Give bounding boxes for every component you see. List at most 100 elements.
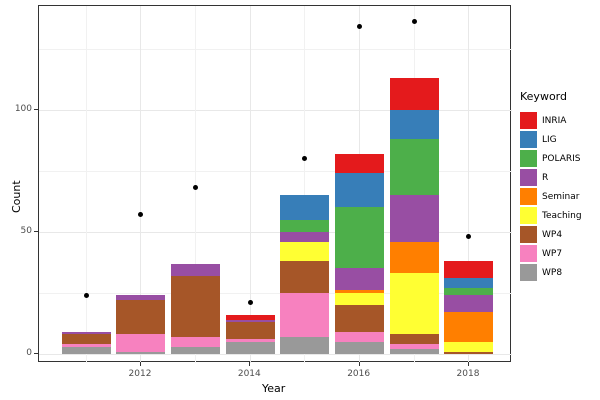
gridline-y-major bbox=[39, 109, 512, 111]
bar-segment-lig bbox=[280, 195, 330, 220]
bar-segment-seminar bbox=[335, 290, 385, 293]
bar-segment-wp8 bbox=[389, 349, 439, 354]
gridline-y-major bbox=[39, 354, 512, 355]
x-tick-mark bbox=[249, 362, 251, 366]
gridline-y-minor bbox=[39, 48, 512, 50]
bar-segment-wp7 bbox=[171, 336, 221, 347]
bar-segment-wp4 bbox=[335, 305, 385, 332]
legend-item-r: R bbox=[520, 168, 598, 187]
legend-label: WP4 bbox=[542, 229, 563, 240]
x-tick-label: 2014 bbox=[237, 369, 261, 379]
legend-label: POLARIS bbox=[542, 153, 581, 164]
bar-segment-wp7 bbox=[61, 344, 111, 347]
bar-segment-r bbox=[389, 195, 439, 242]
bar-segment-inria bbox=[389, 77, 439, 110]
bar-segment-wp7 bbox=[280, 292, 330, 337]
data-point bbox=[247, 300, 253, 306]
bar-segment-wp4 bbox=[225, 322, 275, 340]
x-axis-title: Year bbox=[262, 382, 286, 395]
plot-panel bbox=[38, 5, 512, 363]
bar-segment-polaris bbox=[335, 207, 385, 269]
bar-segment-wp8 bbox=[61, 346, 111, 354]
x-tick-label: 2018 bbox=[456, 369, 480, 379]
legend-key-swatch bbox=[520, 150, 537, 167]
bar-segment-inria bbox=[444, 261, 494, 279]
x-tick-mark bbox=[139, 362, 141, 366]
legend-key-swatch bbox=[520, 226, 537, 243]
bar-segment-teaching bbox=[444, 341, 494, 352]
data-point bbox=[357, 24, 363, 29]
bar-segment-wp4 bbox=[116, 300, 166, 335]
bar-segment-wp4 bbox=[61, 334, 111, 345]
bar-segment-r bbox=[444, 295, 494, 313]
data-point bbox=[138, 212, 144, 218]
bar-segment-wp7 bbox=[389, 344, 439, 350]
gridline-x-minor bbox=[85, 6, 87, 363]
bar-segment-wp7 bbox=[335, 332, 385, 342]
gridline-y-minor bbox=[39, 170, 512, 172]
legend-key-swatch bbox=[520, 264, 537, 281]
bar-segment-wp8 bbox=[116, 351, 166, 354]
legend-label: Seminar bbox=[542, 191, 580, 202]
data-point bbox=[83, 292, 89, 298]
bar-segment-wp8 bbox=[171, 346, 221, 354]
gridline-y-major bbox=[39, 231, 512, 233]
legend-key-swatch bbox=[520, 188, 537, 205]
legend-label: Teaching bbox=[542, 210, 582, 221]
legend-item-wp8: WP8 bbox=[520, 263, 598, 282]
bar-segment-wp7 bbox=[225, 339, 275, 342]
data-point bbox=[302, 155, 308, 161]
legend-item-teaching: Teaching bbox=[520, 206, 598, 225]
bar-segment-polaris bbox=[389, 138, 439, 196]
bar-segment-r bbox=[225, 319, 275, 323]
bar-segment-polaris bbox=[280, 219, 330, 232]
gridline-x-minor bbox=[304, 6, 306, 363]
bar-segment-lig bbox=[444, 278, 494, 288]
bar-segment-r bbox=[116, 295, 166, 301]
y-tick-label: 100 bbox=[14, 103, 32, 114]
y-tick-label: 0 bbox=[26, 348, 32, 358]
bar-segment-lig bbox=[335, 173, 385, 208]
y-axis-title: Count bbox=[10, 180, 23, 213]
bar-segment-wp4 bbox=[171, 275, 221, 337]
legend-label: LIG bbox=[542, 134, 557, 145]
y-tick-mark bbox=[34, 353, 38, 354]
legend-label: INRIA bbox=[542, 115, 567, 126]
legend-item-inria: INRIA bbox=[520, 111, 598, 130]
gridline-x-major bbox=[249, 6, 251, 363]
x-tick-label: 2016 bbox=[347, 369, 371, 379]
bar-segment-seminar bbox=[444, 312, 494, 342]
legend: Keyword INRIA LIG POLARIS R Seminar Teaching W… bbox=[520, 90, 598, 282]
data-point bbox=[193, 185, 199, 191]
gridline-x-minor bbox=[195, 6, 197, 363]
gridline-x-major bbox=[140, 6, 142, 363]
bar-segment-wp4 bbox=[280, 261, 330, 293]
data-point bbox=[411, 19, 417, 25]
gridline-y-minor bbox=[39, 292, 512, 294]
x-tick-mark bbox=[358, 362, 360, 366]
bar-segment-lig bbox=[389, 109, 439, 139]
bar-segment-teaching bbox=[335, 292, 385, 306]
legend-item-polaris: POLARIS bbox=[520, 149, 598, 168]
bar-segment-polaris bbox=[444, 288, 494, 296]
legend-key-swatch bbox=[520, 131, 537, 148]
bar-segment-r bbox=[335, 268, 385, 291]
legend-label: WP8 bbox=[542, 267, 563, 278]
legend-item-wp4: WP4 bbox=[520, 225, 598, 244]
bar-segment-inria bbox=[335, 153, 385, 174]
x-tick-mark bbox=[467, 362, 469, 366]
bar-segment-wp8 bbox=[225, 341, 275, 354]
bar-segment-wp7 bbox=[116, 334, 166, 352]
y-tick-mark bbox=[34, 108, 38, 110]
bar-segment-seminar bbox=[389, 241, 439, 274]
bar-segment-teaching bbox=[389, 273, 439, 335]
bar-segment-r bbox=[61, 332, 111, 335]
gridline-x-major bbox=[468, 6, 470, 363]
legend-item-wp7: WP7 bbox=[520, 244, 598, 263]
legend-label: WP7 bbox=[542, 248, 563, 259]
legend-key-swatch bbox=[520, 245, 537, 262]
y-tick-mark bbox=[34, 230, 38, 232]
data-point bbox=[466, 234, 472, 240]
bar-segment-wp4 bbox=[389, 334, 439, 345]
